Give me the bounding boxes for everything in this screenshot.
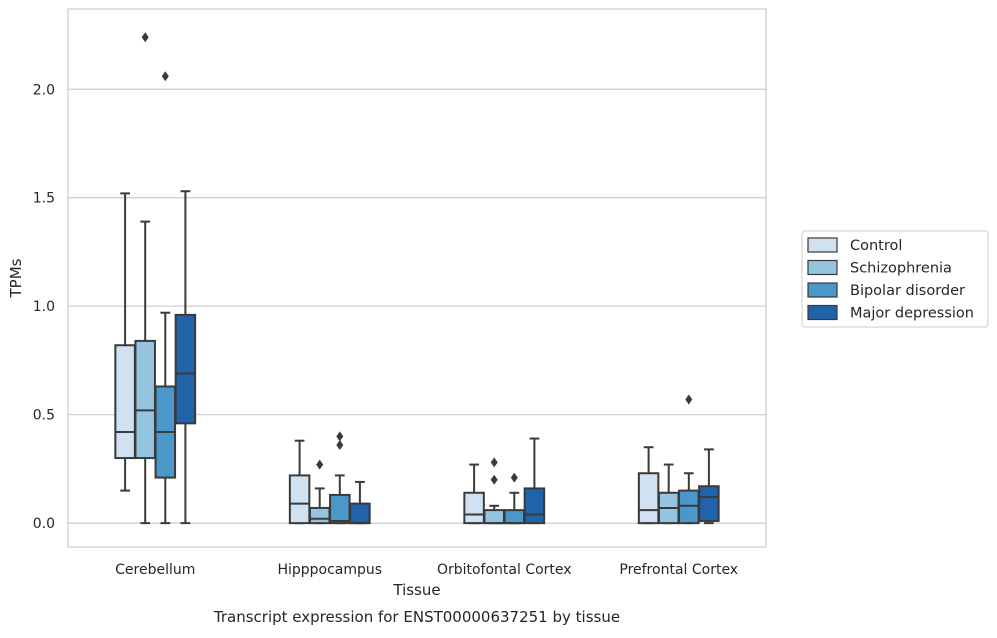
- y-tick-label: 2.0: [33, 82, 55, 98]
- legend-label: Control: [850, 238, 902, 254]
- x-tick-label: Prefrontal Cortex: [619, 562, 738, 578]
- legend-swatch: [807, 304, 838, 321]
- box-3-0: [637, 446, 660, 525]
- box-2-1: [483, 457, 505, 525]
- y-tick-label: 0.5: [33, 408, 55, 424]
- x-axis-label: Tissue: [392, 581, 440, 599]
- box-3-3: [698, 448, 720, 525]
- box-3-2: [678, 394, 700, 525]
- box-1-0: [288, 439, 311, 525]
- box-iqr: [678, 489, 700, 525]
- box-0-3: [174, 190, 197, 525]
- x-tick-label: Orbitofontal Cortex: [437, 562, 572, 578]
- legend-swatch: [807, 259, 838, 276]
- box-0-0: [114, 192, 136, 492]
- outlier-point: [141, 32, 149, 43]
- box-1-1: [308, 459, 331, 525]
- box-iqr: [463, 491, 485, 525]
- y-tick-label: 1.5: [33, 191, 55, 207]
- box-2-3: [523, 437, 546, 525]
- outlier-point: [316, 459, 324, 470]
- x-axis-ticks: Cerebellum Hipppocampus Orbitofontal Corte…: [115, 562, 738, 578]
- legend-frame: [801, 230, 989, 328]
- outlier-point: [336, 431, 344, 442]
- chart-caption: Transcript expression for ENST0000063725…: [213, 608, 620, 626]
- box-0-2: [154, 71, 177, 525]
- outlier-point: [490, 474, 498, 485]
- box-iqr: [329, 493, 351, 525]
- legend-label: Major depression: [850, 306, 974, 322]
- outlier-point: [490, 457, 498, 468]
- outlier-point: [685, 394, 693, 405]
- box-3-1: [657, 463, 680, 525]
- box-2-2: [503, 472, 526, 525]
- legend-label: Schizophrenia: [850, 261, 952, 277]
- outlier-point: [161, 71, 169, 82]
- legend-swatch: [807, 282, 838, 298]
- box-iqr: [637, 472, 660, 525]
- y-axis-label: TPMs: [7, 258, 25, 298]
- box-iqr: [503, 509, 526, 525]
- boxes-layer: [114, 32, 720, 525]
- outlier-point: [336, 440, 344, 451]
- box-iqr: [288, 474, 311, 525]
- y-tick-label: 0.0: [33, 516, 55, 532]
- legend: Control Schizophrenia Bipolar disorder Majo…: [801, 230, 989, 328]
- box-iqr: [308, 506, 331, 525]
- box-iqr: [134, 339, 156, 460]
- box-1-2: [329, 431, 351, 525]
- y-tick-label: 1.0: [33, 299, 55, 315]
- legend-items: Control Schizophrenia Bipolar disorder Majo…: [807, 237, 974, 322]
- box-iqr: [174, 313, 197, 425]
- y-axis-ticks: 0.0 0.5 1.0 1.5 2.0: [33, 82, 55, 532]
- box-iqr: [114, 344, 136, 460]
- x-tick-label: Hipppocampus: [277, 562, 382, 578]
- box-0-1: [134, 32, 156, 525]
- box-iqr: [523, 487, 546, 525]
- box-iqr: [483, 509, 505, 525]
- box-iqr: [349, 502, 371, 525]
- x-tick-label: Cerebellum: [115, 562, 195, 578]
- legend-label: Bipolar disorder: [850, 283, 965, 299]
- outlier-point: [510, 472, 518, 483]
- box-1-3: [349, 480, 371, 525]
- box-2-0: [463, 463, 485, 525]
- box-iqr: [698, 485, 720, 522]
- plot-frame: [67, 8, 767, 548]
- legend-swatch: [807, 237, 838, 253]
